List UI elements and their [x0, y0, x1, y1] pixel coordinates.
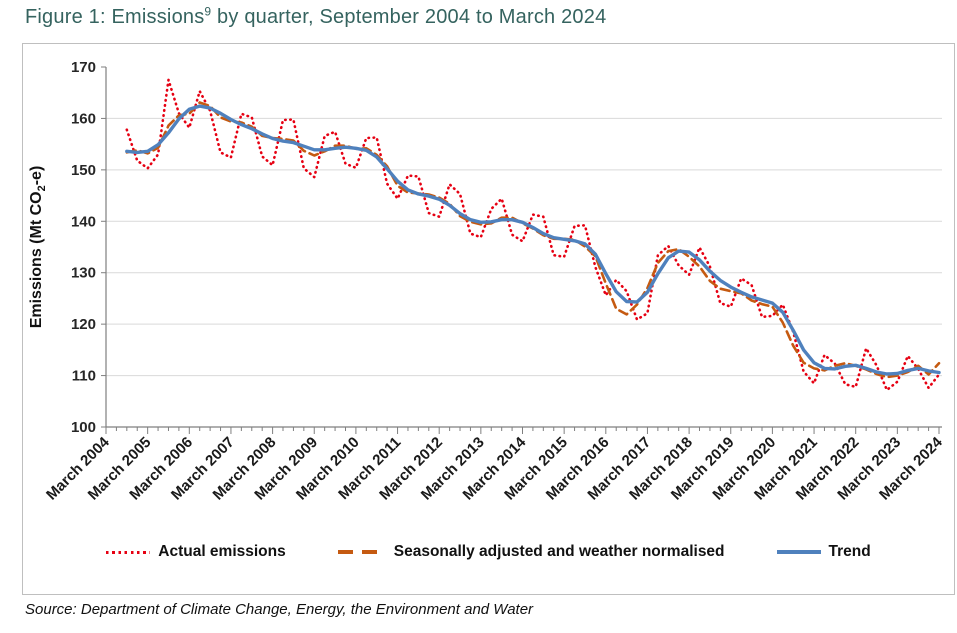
svg-text:100: 100: [71, 419, 96, 436]
dashed-line-icon: [337, 550, 386, 554]
svg-text:Emissions (Mt CO2-e): Emissions (Mt CO2-e): [28, 166, 48, 329]
svg-text:140: 140: [71, 213, 96, 230]
legend-label-trend: Trend: [828, 543, 871, 560]
source-note: Source: Department of Climate Change, En…: [25, 601, 534, 618]
chart-legend: Actual emissions Seasonally adjusted and…: [23, 543, 954, 561]
figure-title-text: Figure 1: Emissions: [25, 6, 205, 28]
svg-text:170: 170: [71, 59, 96, 76]
legend-item-seasonal: Seasonally adjusted and weather normalis…: [337, 543, 725, 561]
legend-item-trend: Trend: [776, 543, 871, 561]
figure-title-rest: by quarter, September 2004 to March 2024: [211, 6, 607, 28]
legend-label-actual: Actual emissions: [158, 543, 286, 560]
svg-text:120: 120: [71, 316, 96, 333]
figure-title-footnote-ref: 9: [204, 4, 212, 19]
dotted-line-icon: [106, 550, 151, 554]
legend-item-actual: Actual emissions: [106, 543, 286, 561]
figure-title: Figure 1: Emissions9 by quarter, Septemb…: [25, 4, 607, 29]
legend-label-seasonal: Seasonally adjusted and weather normalis…: [393, 543, 725, 560]
svg-text:160: 160: [71, 110, 96, 127]
svg-text:130: 130: [71, 265, 96, 282]
svg-text:110: 110: [72, 368, 96, 385]
svg-text:150: 150: [71, 162, 96, 179]
solid-line-icon: [776, 550, 821, 554]
chart-container: 100 110 120 130 140 150 160 170 March 2004 March …: [22, 43, 955, 595]
